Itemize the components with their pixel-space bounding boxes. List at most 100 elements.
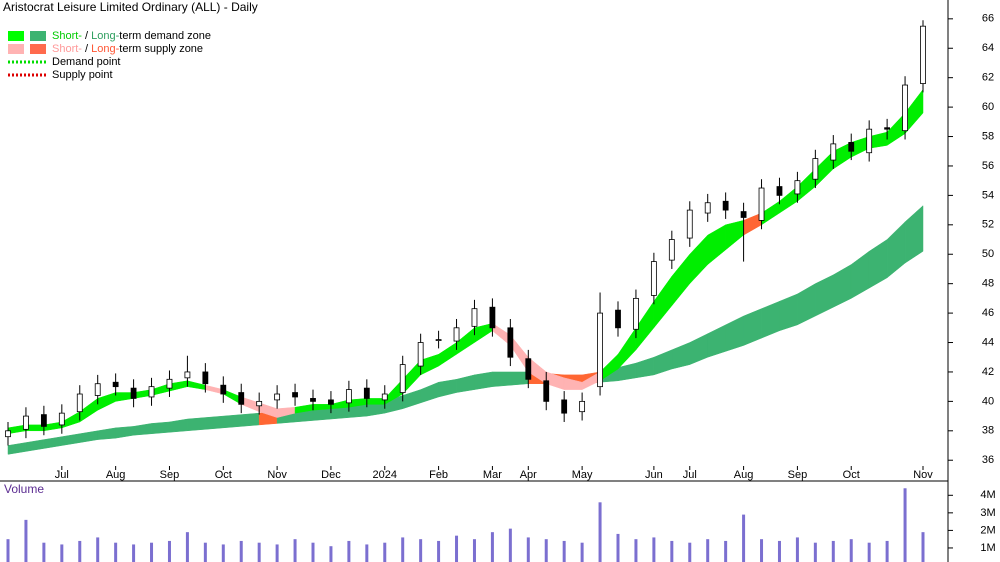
volume-bar bbox=[885, 540, 889, 562]
volume-bar bbox=[867, 542, 871, 562]
y-tick-label: 66 bbox=[982, 13, 994, 25]
candles bbox=[5, 20, 926, 446]
volume-bars bbox=[6, 488, 925, 562]
candle-body bbox=[704, 202, 711, 214]
legend-label-part: term demand zone bbox=[119, 30, 211, 42]
y-tick-label: 4M bbox=[980, 489, 995, 501]
axes: Jul Aug Sep Oct Nov Dec 2024 Feb Mar Apr May Jun Jul… bbox=[55, 13, 996, 554]
volume-bar bbox=[6, 539, 10, 562]
candle-body bbox=[758, 187, 765, 221]
y-tick-label: 42 bbox=[982, 366, 994, 378]
candle-body bbox=[668, 239, 675, 261]
volume-bar bbox=[239, 540, 243, 562]
volume-bar bbox=[60, 544, 64, 562]
y-tick-label: 2M bbox=[980, 524, 995, 536]
x-tick-label: Sep bbox=[788, 469, 808, 481]
y-tick-label: 46 bbox=[982, 307, 994, 319]
y-tick-label: 44 bbox=[982, 336, 994, 348]
candle-body bbox=[417, 342, 424, 367]
candle-body bbox=[650, 261, 657, 296]
volume-bar bbox=[688, 542, 692, 562]
candle-body bbox=[166, 378, 173, 389]
candle-body bbox=[686, 209, 693, 239]
x-tick-label: Mar bbox=[483, 469, 502, 481]
candle-body bbox=[363, 387, 370, 399]
y-tick-label: 3M bbox=[980, 507, 995, 519]
candle-body bbox=[920, 25, 926, 84]
zone-segment bbox=[223, 414, 242, 429]
y-tick-label: 48 bbox=[982, 278, 994, 290]
volume-bar bbox=[903, 488, 907, 562]
y-tick-label: 40 bbox=[982, 395, 994, 407]
volume-bar bbox=[114, 542, 118, 562]
candle-body bbox=[184, 371, 191, 379]
volume-bar bbox=[760, 539, 764, 562]
candle-body bbox=[23, 415, 29, 430]
legend-label: Supply point bbox=[52, 69, 113, 81]
x-tick-label: Jul bbox=[683, 469, 697, 481]
volume-bar bbox=[24, 519, 28, 562]
x-tick-label: Apr bbox=[520, 469, 537, 481]
legend-swatch bbox=[30, 31, 46, 41]
volume-bar bbox=[777, 540, 781, 562]
candle-body bbox=[399, 364, 406, 393]
volume-bar bbox=[185, 532, 189, 562]
volume-bar bbox=[849, 539, 853, 562]
y-tick-label: 1M bbox=[980, 542, 995, 554]
volume-bar bbox=[813, 542, 817, 562]
volume-bar bbox=[257, 542, 261, 562]
candle-body bbox=[256, 400, 263, 407]
x-tick-label: Aug bbox=[734, 469, 754, 481]
candle-body bbox=[722, 200, 729, 211]
volume-bar bbox=[132, 544, 136, 562]
candle-body bbox=[507, 327, 514, 358]
legend-swatch bbox=[30, 44, 46, 54]
x-tick-label: Nov bbox=[913, 469, 933, 481]
legend-label-part: Long- bbox=[91, 43, 119, 55]
volume-title: Volume bbox=[4, 482, 44, 496]
volume-bar bbox=[634, 539, 638, 562]
legend-label-part: / bbox=[82, 43, 91, 55]
candle-body bbox=[902, 84, 908, 132]
x-tick-label: Aug bbox=[106, 469, 126, 481]
y-tick-label: 36 bbox=[982, 454, 994, 466]
x-tick-label: Nov bbox=[267, 469, 287, 481]
volume-bar bbox=[580, 542, 584, 562]
candle-body bbox=[5, 430, 11, 438]
x-tick-label: Oct bbox=[215, 469, 232, 481]
volume-bar bbox=[742, 514, 746, 562]
volume-bar bbox=[562, 540, 566, 562]
y-tick-label: 50 bbox=[982, 248, 994, 260]
candle-body bbox=[579, 400, 586, 413]
y-tick-label: 62 bbox=[982, 72, 994, 84]
candle-body bbox=[543, 380, 550, 402]
candle-body bbox=[597, 312, 603, 388]
x-tick-label: 2024 bbox=[373, 469, 397, 481]
volume-bar bbox=[437, 540, 441, 562]
volume-bar bbox=[455, 535, 459, 562]
zone-segment bbox=[904, 205, 924, 264]
y-tick-label: 64 bbox=[982, 42, 994, 54]
y-tick-label: 54 bbox=[982, 189, 994, 201]
candle-body bbox=[238, 392, 245, 405]
candle-body bbox=[202, 371, 209, 385]
volume-bar bbox=[706, 539, 710, 562]
y-tick-label: 58 bbox=[982, 130, 994, 142]
candle-body bbox=[453, 327, 460, 342]
zone-segment bbox=[474, 371, 493, 390]
volume-bar bbox=[795, 537, 799, 562]
zone-segment bbox=[240, 412, 260, 427]
candle-body bbox=[866, 128, 873, 154]
y-tick-label: 56 bbox=[982, 160, 994, 172]
volume-bar bbox=[275, 544, 279, 562]
candle-body bbox=[740, 211, 747, 218]
volume-bar bbox=[293, 539, 297, 562]
volume-bar bbox=[383, 542, 387, 562]
legend-swatch bbox=[8, 31, 24, 41]
candle-body bbox=[812, 158, 819, 180]
volume-bar bbox=[490, 532, 494, 562]
volume-bar bbox=[401, 537, 405, 562]
volume-bar bbox=[419, 539, 423, 562]
x-tick-label: Dec bbox=[321, 469, 341, 481]
